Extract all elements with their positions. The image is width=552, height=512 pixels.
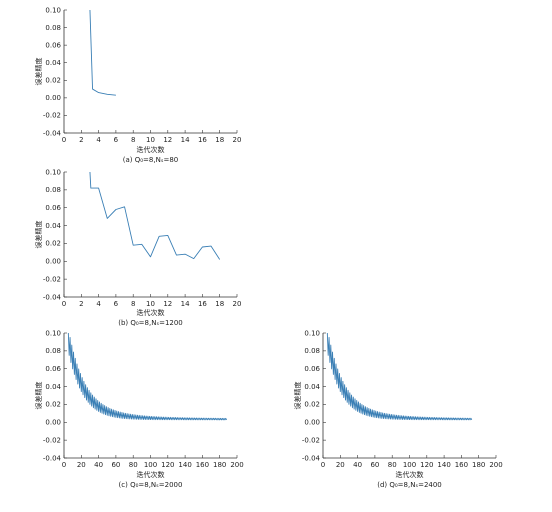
y-tick-label: 0.04 bbox=[45, 59, 61, 67]
y-tick-label: 0.04 bbox=[45, 383, 61, 391]
chart-panel-a: -0.04 -0.02 0.00 0.02 0.04 0.06 0.08 0.10 0 2 4 6 8 1… bbox=[34, 6, 241, 164]
x-tick-label: 14 bbox=[181, 136, 190, 144]
panel-caption: (d) Q₀=8,Nₛ=2400 bbox=[377, 481, 442, 489]
x-tick-label: 8 bbox=[131, 136, 135, 144]
x-axis-label: 迭代次数 bbox=[137, 308, 165, 317]
y-tick-label: 0.06 bbox=[45, 41, 61, 49]
x-tick-label: 20 bbox=[336, 461, 345, 469]
x-tick-label: 140 bbox=[437, 461, 450, 469]
chart-panel-c: -0.04 -0.02 0.00 0.02 0.04 0.06 0.08 0.10 0 20 40 6… bbox=[34, 329, 244, 489]
y-tick-label: 0.10 bbox=[45, 168, 61, 176]
x-tick-label: 120 bbox=[161, 461, 174, 469]
x-axis-label: 迭代次数 bbox=[396, 470, 424, 479]
x-tick-label: 6 bbox=[114, 300, 119, 308]
x-tick-label: 40 bbox=[353, 461, 362, 469]
x-tick-label: 18 bbox=[215, 300, 224, 308]
chart-panel-b: -0.04 -0.02 0.00 0.02 0.04 0.06 0.08 0.10 0 2 4 6 8 1… bbox=[34, 168, 241, 327]
x-tick-label: 4 bbox=[96, 136, 101, 144]
y-tick-label: -0.04 bbox=[43, 454, 62, 462]
x-axis-label: 迭代次数 bbox=[137, 145, 165, 154]
y-tick-label: 0.10 bbox=[304, 329, 320, 337]
x-tick-label: 160 bbox=[455, 461, 468, 469]
x-tick-label: 20 bbox=[233, 136, 242, 144]
y-tick-label: -0.02 bbox=[43, 275, 61, 283]
y-tick-label: 0.04 bbox=[45, 222, 61, 230]
x-tick-label: 120 bbox=[420, 461, 433, 469]
chart-panel-d: -0.04 -0.02 0.00 0.02 0.04 0.06 0.08 0.10 0 20 40 6… bbox=[293, 329, 503, 489]
panel-caption: (a) Q₀=8,Nₛ=80 bbox=[123, 156, 178, 164]
y-tick-label: 0.02 bbox=[304, 401, 320, 409]
x-tick-label: 200 bbox=[230, 461, 243, 469]
x-tick-label: 200 bbox=[489, 461, 502, 469]
y-tick-label: -0.04 bbox=[302, 454, 321, 462]
y-tick-label: -0.04 bbox=[43, 293, 62, 301]
x-tick-label: 10 bbox=[146, 300, 155, 308]
y-tick-label: 0.08 bbox=[304, 347, 320, 355]
y-tick-label: -0.02 bbox=[302, 436, 320, 444]
y-tick-label: 0.04 bbox=[304, 383, 320, 391]
x-tick-label: 0 bbox=[62, 461, 66, 469]
y-tick-label: 0.02 bbox=[45, 240, 61, 248]
series-line bbox=[67, 332, 228, 421]
x-tick-label: 40 bbox=[94, 461, 103, 469]
x-tick-label: 14 bbox=[181, 300, 190, 308]
x-tick-label: 180 bbox=[472, 461, 485, 469]
x-tick-label: 100 bbox=[403, 461, 416, 469]
y-tick-label: 0.06 bbox=[45, 365, 61, 373]
x-axis-label: 迭代次数 bbox=[137, 470, 165, 479]
x-tick-label: 18 bbox=[215, 136, 224, 144]
y-tick-label: 0.10 bbox=[45, 6, 61, 14]
y-tick-label: -0.02 bbox=[43, 112, 61, 120]
x-tick-label: 4 bbox=[96, 300, 101, 308]
y-tick-label: -0.02 bbox=[43, 436, 61, 444]
y-tick-label: 0.06 bbox=[304, 365, 320, 373]
x-tick-label: 16 bbox=[198, 136, 207, 144]
x-tick-label: 80 bbox=[129, 461, 138, 469]
y-tick-label: 0.02 bbox=[45, 77, 61, 85]
x-tick-label: 60 bbox=[370, 461, 379, 469]
x-tick-label: 60 bbox=[111, 461, 120, 469]
x-tick-label: 20 bbox=[233, 300, 242, 308]
x-tick-label: 8 bbox=[131, 300, 135, 308]
y-tick-label: 0.02 bbox=[45, 401, 61, 409]
y-tick-label: -0.04 bbox=[43, 129, 62, 137]
x-tick-label: 160 bbox=[196, 461, 209, 469]
y-tick-label: 0.08 bbox=[45, 347, 61, 355]
series-line bbox=[326, 332, 473, 421]
y-axis-label: 误差精度 bbox=[34, 58, 43, 86]
panel-caption: (c) Q₀=8,Nₛ=2000 bbox=[119, 481, 183, 489]
x-tick-label: 0 bbox=[62, 300, 66, 308]
x-tick-label: 80 bbox=[388, 461, 397, 469]
y-tick-label: 0.00 bbox=[45, 419, 61, 427]
x-tick-label: 2 bbox=[79, 136, 83, 144]
series-line bbox=[89, 9, 116, 96]
x-tick-label: 100 bbox=[144, 461, 157, 469]
y-tick-label: 0.06 bbox=[45, 204, 61, 212]
x-tick-label: 12 bbox=[163, 136, 172, 144]
x-tick-label: 0 bbox=[321, 461, 325, 469]
y-axis-label: 误差精度 bbox=[34, 221, 43, 249]
y-tick-label: 0.08 bbox=[45, 24, 61, 32]
x-tick-label: 140 bbox=[178, 461, 191, 469]
x-tick-label: 2 bbox=[79, 300, 83, 308]
x-tick-label: 16 bbox=[198, 300, 207, 308]
panel-caption: (b) Q₀=8,Nₛ=1200 bbox=[118, 319, 183, 327]
y-tick-label: 0.00 bbox=[304, 419, 320, 427]
series-line bbox=[89, 171, 221, 260]
x-tick-label: 10 bbox=[146, 136, 155, 144]
x-tick-label: 180 bbox=[213, 461, 226, 469]
y-tick-label: 0.10 bbox=[45, 329, 61, 337]
y-tick-label: 0.00 bbox=[45, 258, 61, 266]
x-tick-label: 0 bbox=[62, 136, 66, 144]
y-tick-label: 0.08 bbox=[45, 186, 61, 194]
x-tick-label: 12 bbox=[163, 300, 172, 308]
y-axis-label: 误差精度 bbox=[293, 382, 302, 410]
y-axis-label: 误差精度 bbox=[34, 382, 43, 410]
x-tick-label: 6 bbox=[114, 136, 119, 144]
x-tick-label: 20 bbox=[77, 461, 86, 469]
y-tick-label: 0.00 bbox=[45, 94, 61, 102]
